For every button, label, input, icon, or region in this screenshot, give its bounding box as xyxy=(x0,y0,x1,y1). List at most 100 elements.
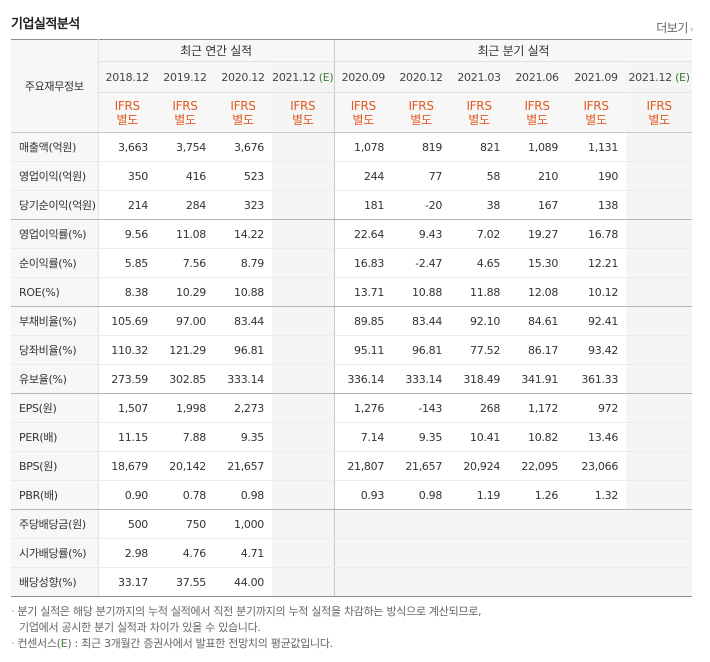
annual-value-cell xyxy=(272,567,335,597)
chevron-right-icon: › xyxy=(689,25,694,35)
quarter-value-cell xyxy=(626,132,693,162)
quarter-value-cell: 13.71 xyxy=(333,277,393,307)
annual-value-cell: 11.08 xyxy=(156,219,214,249)
annual-value-cell: 10.29 xyxy=(156,277,214,307)
annual-value-cell xyxy=(272,277,335,307)
quarter-value-cell xyxy=(626,306,693,336)
quarter-value-cell: 23,066 xyxy=(566,451,627,481)
annual-value-cell xyxy=(272,509,335,539)
quarter-value-cell: 92.10 xyxy=(450,306,509,336)
table-row: BPS(원) 18,679 20,142 21,657 21,807 21,657 20,9… xyxy=(11,451,693,481)
quarter-value-cell: 181 xyxy=(333,190,393,220)
quarter-value-cell: 58 xyxy=(450,161,509,191)
annual-value-cell: 83.44 xyxy=(214,306,272,336)
table-row: 영업이익률(%) 9.56 11.08 14.22 22.64 9.43 7.02 19.27… xyxy=(11,219,693,249)
annual-group-header: 최근 연간 실적 xyxy=(98,39,335,62)
row-label: 당기순이익(억원) xyxy=(11,190,99,220)
quarter-value-cell: 1,078 xyxy=(333,132,393,162)
quarter-value-cell: 268 xyxy=(450,393,509,423)
annual-value-cell: 1,998 xyxy=(156,393,214,423)
quarter-value-cell xyxy=(508,509,567,539)
quarter-value-cell: 1.26 xyxy=(508,480,567,510)
quarter-value-cell: 336.14 xyxy=(333,364,393,394)
quarter-value-cell: 21,807 xyxy=(333,451,393,481)
table-row: 시가배당률(%) 2.98 4.76 4.71 xyxy=(11,538,693,568)
quarter-value-cell: 77.52 xyxy=(450,335,509,365)
quarter-period-header: 2020.09 xyxy=(333,61,393,93)
table-row: 당기순이익(억원) 214 284 323 181 -20 38 167 138 xyxy=(11,190,693,220)
annual-value-cell: 9.56 xyxy=(98,219,156,249)
annual-period-header: 2018.12 xyxy=(98,61,156,93)
annual-value-cell: 21,657 xyxy=(214,451,272,481)
quarter-value-cell: 821 xyxy=(450,132,509,162)
quarter-value-cell: 9.35 xyxy=(392,422,451,452)
quarter-value-cell: -20 xyxy=(392,190,451,220)
quarter-value-cell xyxy=(626,422,693,452)
annual-value-cell: 500 xyxy=(98,509,156,539)
quarter-value-cell xyxy=(333,567,393,597)
quarter-value-cell: 0.93 xyxy=(333,480,393,510)
label-column-header: 주요재무정보 xyxy=(11,39,99,133)
annual-value-cell xyxy=(272,132,335,162)
annual-value-cell: 33.17 xyxy=(98,567,156,597)
annual-value-cell: 4.71 xyxy=(214,538,272,568)
quarter-value-cell: 95.11 xyxy=(333,335,393,365)
ifrs-label: IFRS 별도 xyxy=(333,92,393,133)
quarter-value-cell: 16.78 xyxy=(566,219,627,249)
annual-value-cell: 121.29 xyxy=(156,335,214,365)
annual-value-cell: 416 xyxy=(156,161,214,191)
quarter-value-cell: 83.44 xyxy=(392,306,451,336)
annual-value-cell: 37.55 xyxy=(156,567,214,597)
row-label: 시가배당률(%) xyxy=(11,538,99,568)
annual-value-cell: 1,000 xyxy=(214,509,272,539)
quarter-value-cell xyxy=(626,161,693,191)
annual-value-cell xyxy=(272,335,335,365)
quarter-value-cell: 244 xyxy=(333,161,393,191)
quarter-value-cell xyxy=(626,393,693,423)
quarter-value-cell: 4.65 xyxy=(450,248,509,278)
quarter-value-cell: 341.91 xyxy=(508,364,567,394)
quarter-value-cell xyxy=(392,509,451,539)
annual-value-cell: 0.90 xyxy=(98,480,156,510)
quarter-value-cell: -143 xyxy=(392,393,451,423)
estimate-mark: (E) xyxy=(318,70,334,84)
quarter-value-cell xyxy=(392,567,451,597)
annual-value-cell: 44.00 xyxy=(214,567,272,597)
quarter-value-cell: 96.81 xyxy=(392,335,451,365)
row-label: 부채비율(%) xyxy=(11,306,99,336)
quarter-value-cell: 190 xyxy=(566,161,627,191)
quarter-value-cell: 1.19 xyxy=(450,480,509,510)
quarter-value-cell: 1,172 xyxy=(508,393,567,423)
quarter-value-cell: 12.21 xyxy=(566,248,627,278)
annual-value-cell: 10.88 xyxy=(214,277,272,307)
row-label: ROE(%) xyxy=(11,277,99,307)
annual-period-header: 2019.12 xyxy=(156,61,214,93)
quarter-value-cell: 10.88 xyxy=(392,277,451,307)
table-row: ROE(%) 8.38 10.29 10.88 13.71 10.88 11.88 12.08… xyxy=(11,277,693,307)
annual-value-cell xyxy=(272,451,335,481)
annual-value-cell: 302.85 xyxy=(156,364,214,394)
quarter-value-cell: 38 xyxy=(450,190,509,220)
row-label: 주당배당금(원) xyxy=(11,509,99,539)
quarter-value-cell xyxy=(626,364,693,394)
annual-value-cell xyxy=(272,248,335,278)
quarter-value-cell xyxy=(566,538,627,568)
quarter-value-cell xyxy=(626,219,693,249)
more-link[interactable]: 더보기 › xyxy=(656,19,693,36)
quarter-value-cell xyxy=(626,509,693,539)
quarter-value-cell: 13.46 xyxy=(566,422,627,452)
quarter-value-cell: 22.64 xyxy=(333,219,393,249)
ifrs-label: IFRS 별도 xyxy=(214,92,272,133)
annual-value-cell xyxy=(272,422,335,452)
ifrs-label: IFRS 별도 xyxy=(626,92,693,133)
quarter-value-cell: 333.14 xyxy=(392,364,451,394)
quarter-value-cell xyxy=(333,538,393,568)
quarter-value-cell: 7.02 xyxy=(450,219,509,249)
ifrs-label: IFRS 별도 xyxy=(98,92,156,133)
quarter-value-cell: 318.49 xyxy=(450,364,509,394)
annual-value-cell: 9.35 xyxy=(214,422,272,452)
quarter-value-cell: 138 xyxy=(566,190,627,220)
annual-value-cell: 20,142 xyxy=(156,451,214,481)
quarter-value-cell: 21,657 xyxy=(392,451,451,481)
table-row: 주당배당금(원) 500 750 1,000 xyxy=(11,509,693,539)
